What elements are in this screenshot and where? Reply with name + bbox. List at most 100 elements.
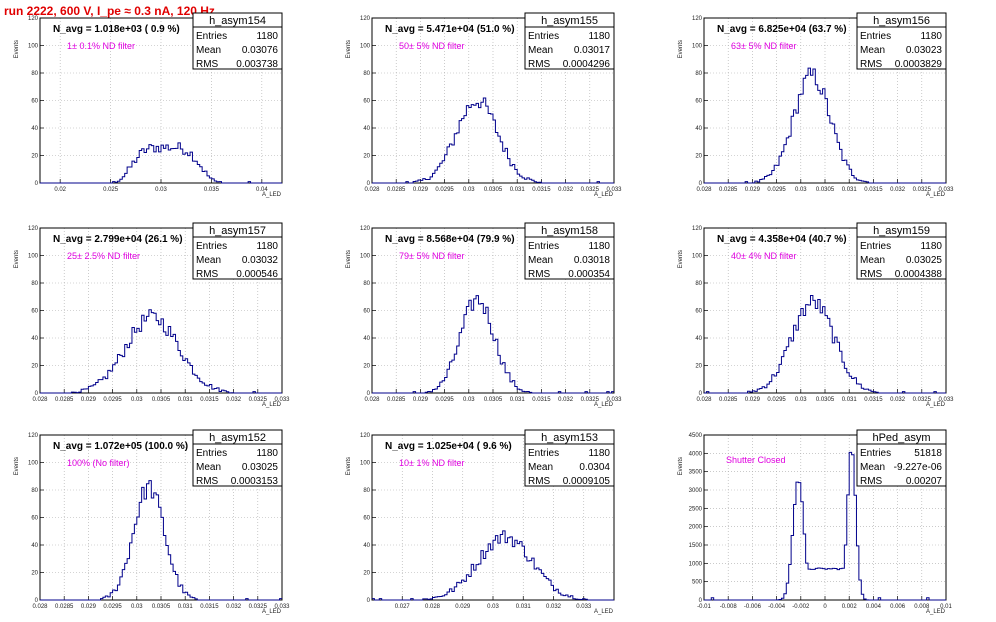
x-tick-label: 0.032	[546, 604, 562, 610]
x-tick-label: 0.03	[487, 604, 499, 610]
x-tick-label: 0.032	[890, 397, 906, 403]
histogram-line	[704, 294, 946, 394]
stat-value: 0.03025	[242, 462, 279, 473]
x-tick-label: 0.0305	[484, 187, 503, 193]
y-tick-label: 100	[360, 254, 371, 260]
x-tick-label: 0.033	[606, 187, 622, 193]
x-tick-label: 0.0325	[913, 397, 932, 403]
y-tick-label: 2000	[689, 525, 703, 531]
y-tick-label: 2500	[689, 506, 703, 512]
y-tick-label: 40	[695, 336, 702, 342]
stats-box-frame	[856, 222, 947, 280]
x-tick-label: 0.004	[866, 604, 882, 610]
y-axis-title: Events	[678, 250, 684, 268]
filter-label: 40± 4% ND filter	[731, 251, 796, 261]
stats-box: h_asym156 Entries 1180 Mean 0.03023 RMS 0.0003…	[856, 12, 947, 70]
x-tick-label: 0.0305	[152, 397, 171, 403]
stat-label: Mean	[196, 462, 221, 473]
y-tick-label: 80	[363, 488, 370, 494]
histogram-line	[40, 142, 282, 184]
stat-label: RMS	[196, 59, 219, 70]
stat-value: 1180	[588, 31, 610, 42]
stat-label: RMS	[528, 269, 551, 280]
histogram-panel: 0.028 0.0285 0.029 0.0295 0.03 0.0305 0.031 0.0…	[678, 222, 954, 408]
stat-value: 1180	[256, 31, 278, 42]
histogram-name: h_asym154	[209, 15, 266, 27]
stat-label: Entries	[860, 448, 891, 459]
y-axis-title: Events	[678, 457, 684, 475]
x-tick-label: 0.0295	[103, 604, 122, 610]
histogram-name: h_asym155	[541, 15, 598, 27]
y-axis-title: Events	[14, 457, 20, 475]
stat-value: 51818	[914, 448, 942, 459]
histogram-name: h_asym159	[873, 225, 930, 237]
y-tick-label: 120	[360, 16, 371, 22]
stat-label: Mean	[196, 255, 221, 266]
stats-box-frame	[856, 429, 947, 487]
x-tick-label: 0.04	[256, 187, 268, 193]
x-tick-label: 0.0325	[913, 187, 932, 193]
y-tick-label: 100	[692, 254, 703, 260]
y-tick-label: 100	[28, 254, 39, 260]
x-tick-label: 0.028	[32, 604, 48, 610]
y-tick-label: 40	[31, 126, 38, 132]
navg-label: N_avg = 2.799e+04 (26.1 %)	[53, 234, 183, 245]
histogram-line	[704, 67, 946, 184]
x-tick-label: 0.031	[178, 604, 194, 610]
stat-label: Entries	[528, 448, 559, 459]
y-tick-label: 80	[363, 71, 370, 77]
x-axis-title: A_LED	[594, 402, 614, 408]
y-tick-label: 40	[31, 336, 38, 342]
stat-value: 1180	[920, 31, 942, 42]
stat-value: 0.0003153	[231, 476, 279, 487]
y-tick-label: 20	[695, 154, 702, 160]
stat-value: 0.000354	[568, 269, 610, 280]
stats-box-frame	[192, 12, 283, 70]
stats-box-frame	[524, 429, 615, 487]
filter-label: 100% (No filter)	[67, 458, 130, 468]
filter-label: 10± 1% ND filter	[399, 458, 464, 468]
histogram-panel: 0.028 0.0285 0.029 0.0295 0.03 0.0305 0.031 0.0…	[14, 222, 290, 408]
y-tick-label: 60	[31, 309, 38, 315]
x-tick-label: 0.03	[795, 187, 807, 193]
x-tick-label: 0.029	[745, 187, 761, 193]
x-tick-label: 0.0325	[249, 397, 268, 403]
y-tick-label: 60	[31, 516, 38, 522]
y-tick-label: 1000	[689, 561, 703, 567]
y-tick-label: 80	[695, 71, 702, 77]
stats-box: h_asym158 Entries 1180 Mean 0.03018 RMS 0.0003…	[524, 222, 615, 280]
y-tick-label: 60	[31, 99, 38, 105]
histogram-line	[372, 530, 614, 601]
y-tick-label: 60	[363, 516, 370, 522]
x-axis-title: A_LED	[262, 192, 282, 198]
x-tick-label: 0.02	[54, 187, 66, 193]
navg-label: N_avg = 1.025e+04 ( 9.6 %)	[385, 441, 512, 452]
histogram-panel: 0.028 0.0285 0.029 0.0295 0.03 0.0305 0.031 0.0…	[346, 12, 622, 198]
stats-box: h_asym157 Entries 1180 Mean 0.03032 RMS 0.0005…	[192, 222, 283, 280]
y-tick-label: 60	[695, 99, 702, 105]
stats-box-frame	[192, 222, 283, 280]
y-tick-label: 100	[360, 44, 371, 50]
y-tick-label: 0	[699, 391, 703, 397]
histogram-name: h_asym156	[873, 15, 930, 27]
y-tick-label: 3500	[689, 470, 703, 476]
x-tick-label: 0.0315	[532, 187, 551, 193]
stat-value: 0.0304	[579, 462, 610, 473]
y-tick-label: 80	[31, 71, 38, 77]
stat-label: Entries	[860, 241, 891, 252]
x-tick-label: 0.033	[274, 604, 290, 610]
x-tick-label: 0.0305	[484, 397, 503, 403]
y-tick-label: 100	[28, 44, 39, 50]
x-tick-label: 0.03	[795, 397, 807, 403]
stat-label: Mean	[860, 45, 885, 56]
stat-label: Entries	[528, 241, 559, 252]
stats-box: h_asym155 Entries 1180 Mean 0.03017 RMS 0.0004…	[524, 12, 615, 70]
y-axis-title: Events	[14, 40, 20, 58]
x-tick-label: 0.03	[155, 187, 167, 193]
x-axis-title: A_LED	[926, 402, 946, 408]
y-tick-label: 0	[367, 181, 371, 187]
stat-value: 0.0009105	[563, 476, 611, 487]
x-axis-title: A_LED	[594, 192, 614, 198]
x-tick-label: 0.028	[364, 397, 380, 403]
